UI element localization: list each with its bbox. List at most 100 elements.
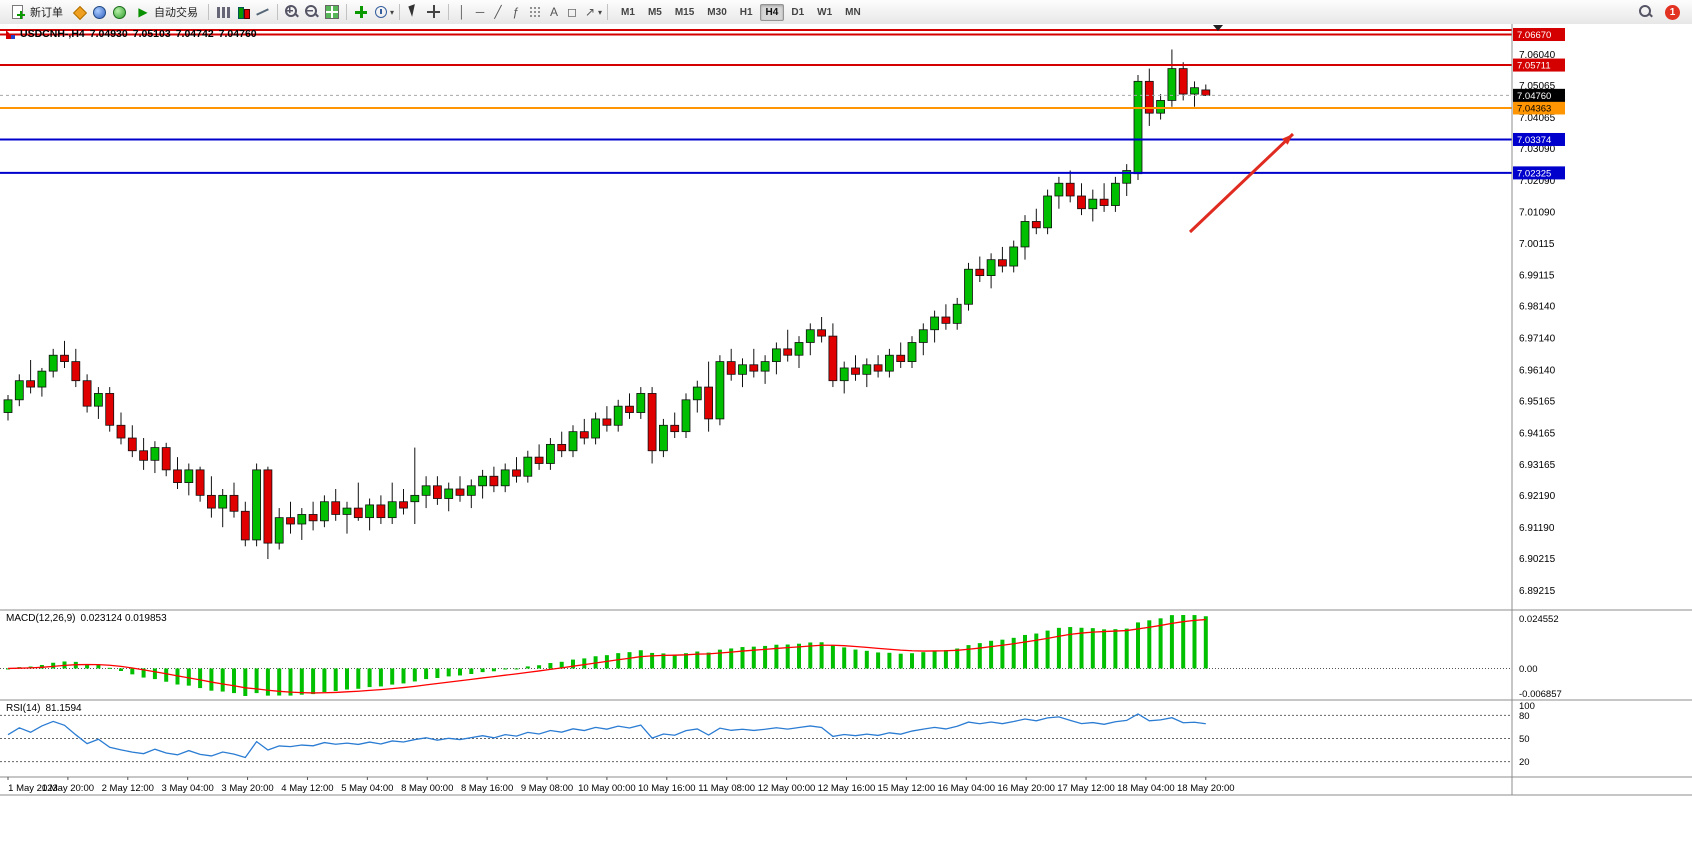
- macd-histogram-bar: [119, 668, 123, 672]
- timeframe-h4[interactable]: H4: [759, 3, 785, 21]
- chevron-down-icon[interactable]: ▾: [598, 7, 603, 17]
- shapes-tool-icon[interactable]: ◻: [567, 5, 577, 19]
- macd-histogram-bar: [378, 668, 383, 687]
- price-axis-tick: 6.90215: [1519, 554, 1556, 565]
- macd-histogram-bar: [299, 668, 304, 695]
- macd-histogram-bar: [96, 664, 101, 669]
- timeframe-h1[interactable]: H1: [734, 4, 759, 21]
- annotation-arrow-line: [1188, 132, 1295, 234]
- favorites-icon[interactable]: [70, 3, 88, 21]
- candle-body: [1031, 221, 1041, 229]
- candle-body: [1099, 198, 1109, 206]
- macd-histogram-bar: [559, 661, 564, 669]
- macd-histogram-bar: [277, 668, 282, 696]
- candle-body: [670, 424, 680, 433]
- timeframe-m5[interactable]: M5: [642, 4, 668, 21]
- price-axis-badge: [1513, 28, 1565, 42]
- macd-histogram-bar: [1203, 616, 1208, 669]
- zoom-out-icon[interactable]: [303, 3, 321, 21]
- new-order-button[interactable]: 新订单: [4, 2, 68, 22]
- zoom-in-icon[interactable]: [283, 3, 301, 21]
- candle-body: [218, 494, 228, 509]
- market-watch-icon[interactable]: [90, 3, 108, 21]
- price-axis-tick: 6.95165: [1519, 396, 1556, 407]
- macd-histogram-bar: [1000, 639, 1005, 669]
- macd-histogram-bar: [458, 668, 462, 676]
- macd-histogram-bar: [6, 668, 10, 670]
- chevron-down-icon[interactable]: ▾: [390, 7, 395, 17]
- candle-body: [1156, 100, 1165, 114]
- price-axis-tick: 7.06040: [1519, 50, 1556, 61]
- timeframe-mn[interactable]: MN: [839, 4, 867, 21]
- candle-body: [613, 405, 623, 426]
- add-indicator-icon[interactable]: [352, 3, 370, 21]
- price-axis-badge: [1513, 132, 1565, 146]
- candle-chart-mode-icon[interactable]: [234, 3, 252, 21]
- candle-body: [602, 418, 612, 426]
- candle-body: [37, 370, 47, 388]
- macd-histogram-bar: [1124, 628, 1129, 669]
- candle-body: [1009, 246, 1019, 267]
- price-axis-tick: 7.03090: [1519, 144, 1556, 155]
- timeframe-d1[interactable]: D1: [785, 4, 810, 21]
- ohlc-close: 7.04760: [218, 28, 257, 40]
- horizontal-line-tool-icon[interactable]: ─: [475, 5, 485, 19]
- macd-histogram-bar: [774, 644, 779, 669]
- candle-body: [195, 469, 205, 496]
- trendline-tool-icon[interactable]: ╱: [494, 5, 502, 19]
- candle-body: [399, 501, 408, 509]
- macd-histogram-bar: [265, 668, 270, 696]
- time-axis-label: 16 May 04:00: [937, 783, 995, 794]
- price-axis-tick: 6.94165: [1519, 428, 1556, 439]
- candle-body: [896, 354, 906, 362]
- auto-trading-button[interactable]: ▶ 自动交易: [130, 2, 203, 22]
- macd-histogram-bar: [977, 643, 982, 669]
- fibonacci-tool-icon[interactable]: ƒ: [512, 5, 520, 19]
- crosshair-tool-icon[interactable]: [425, 3, 443, 21]
- vertical-line-tool-icon[interactable]: │: [458, 5, 466, 19]
- arrow-tool-icon[interactable]: ↗: [584, 5, 596, 19]
- timeframe-m1[interactable]: M1: [615, 4, 641, 21]
- text-tool-icon[interactable]: A: [550, 5, 559, 19]
- candle-body: [444, 488, 454, 499]
- timeframe-w1[interactable]: W1: [811, 4, 838, 21]
- market-icon[interactable]: [110, 3, 128, 21]
- price-axis-badge-text: 7.02325: [1517, 168, 1551, 179]
- time-axis-label: 8 May 00:00: [401, 783, 453, 794]
- price-axis-badge-text: 7.04363: [1517, 103, 1551, 114]
- timeframe-m15[interactable]: M15: [669, 4, 700, 21]
- time-axis-label: 5 May 04:00: [341, 783, 393, 794]
- macd-histogram-bar: [503, 668, 508, 670]
- candle-body: [14, 380, 24, 401]
- bar-chart-mode-icon[interactable]: [214, 3, 232, 21]
- candle-body: [930, 316, 939, 331]
- line-chart-mode-icon[interactable]: [254, 3, 272, 21]
- notification-badge[interactable]: 1: [1665, 4, 1680, 20]
- toolbar-separator: [399, 4, 401, 20]
- macd-histogram-bar: [672, 654, 677, 669]
- macd-histogram-bar: [1045, 630, 1050, 669]
- candle-body: [681, 399, 691, 433]
- candle-body: [805, 329, 815, 343]
- timeframe-m30[interactable]: M30: [701, 4, 732, 21]
- cursor-tool-icon[interactable]: [405, 3, 423, 21]
- candle-body: [986, 259, 996, 276]
- time-axis-label: 16 May 20:00: [997, 783, 1055, 794]
- candle-body: [1043, 195, 1052, 229]
- grid-tool-icon[interactable]: [526, 3, 544, 21]
- search-icon[interactable]: [1637, 3, 1655, 21]
- macd-histogram-bar: [729, 648, 734, 669]
- chart-canvas[interactable]: 7.06040 7.05065 7.04065 7.03090 7.02090 7.010…: [0, 24, 1692, 858]
- candle-body: [252, 469, 262, 541]
- macd-histogram-bar: [1011, 637, 1016, 669]
- candle-body: [150, 447, 160, 461]
- candle-body: [749, 364, 759, 372]
- candle-body: [263, 469, 273, 544]
- candle-body: [817, 329, 826, 337]
- macd-histogram-bar: [627, 652, 632, 669]
- tile-windows-icon[interactable]: [323, 3, 341, 21]
- period-icon[interactable]: [372, 3, 390, 21]
- price-axis-badge: [1513, 101, 1565, 115]
- rsi-axis-label: 20: [1519, 757, 1530, 768]
- candle-body: [839, 367, 849, 382]
